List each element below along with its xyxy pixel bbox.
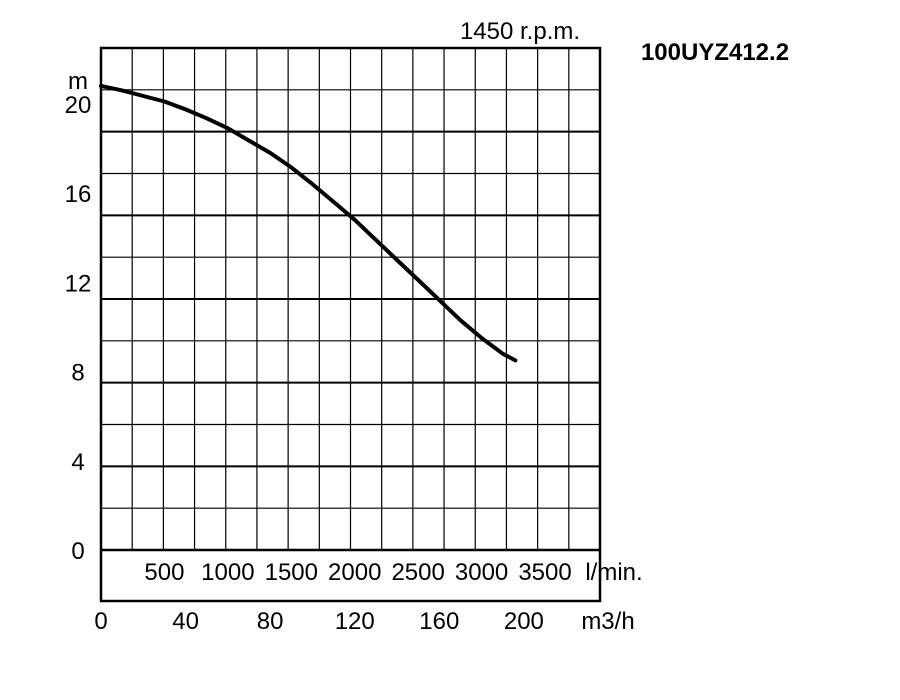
x2-tick-label: 3000 bbox=[455, 559, 508, 586]
y-tick-label: 20 bbox=[65, 92, 92, 119]
x2-tick-labels: 500 1000 1500 2000 2500 3000 3500 bbox=[144, 559, 571, 586]
y-tick-label: 0 bbox=[71, 538, 84, 565]
x-axis-label: m3/h bbox=[581, 608, 634, 635]
x-tick-label: 160 bbox=[419, 608, 459, 635]
y-tick-label: 12 bbox=[65, 270, 92, 297]
x-tick-label: 0 bbox=[94, 608, 107, 635]
x2-tick-label: 1000 bbox=[201, 559, 254, 586]
y-axis-label: m bbox=[68, 68, 88, 95]
x2-axis-label: l/min. bbox=[585, 559, 642, 586]
grid bbox=[101, 48, 600, 550]
x2-tick-label: 2000 bbox=[328, 559, 381, 586]
x-tick-label: 40 bbox=[172, 608, 199, 635]
x2-tick-label: 1500 bbox=[265, 559, 318, 586]
x2-tick-label: 500 bbox=[144, 559, 184, 586]
speed-label: 1450 r.p.m. bbox=[460, 18, 580, 45]
x-tick-label: 120 bbox=[335, 608, 375, 635]
plot-frame bbox=[99, 46, 602, 603]
x-tick-labels: 0 40 80 120 160 200 bbox=[94, 608, 544, 635]
y-tick-label: 4 bbox=[71, 449, 84, 476]
y-tick-labels: 0 4 8 12 16 20 bbox=[65, 92, 92, 565]
x-tick-label: 80 bbox=[257, 608, 284, 635]
x-tick-label: 200 bbox=[504, 608, 544, 635]
x2-tick-label: 3500 bbox=[518, 559, 571, 586]
model-title: 100UYZ412.2 bbox=[641, 39, 789, 66]
y-tick-label: 16 bbox=[65, 181, 92, 208]
x2-tick-label: 2500 bbox=[391, 559, 444, 586]
y-tick-label: 8 bbox=[71, 360, 84, 387]
head-curve-line bbox=[99, 83, 518, 363]
